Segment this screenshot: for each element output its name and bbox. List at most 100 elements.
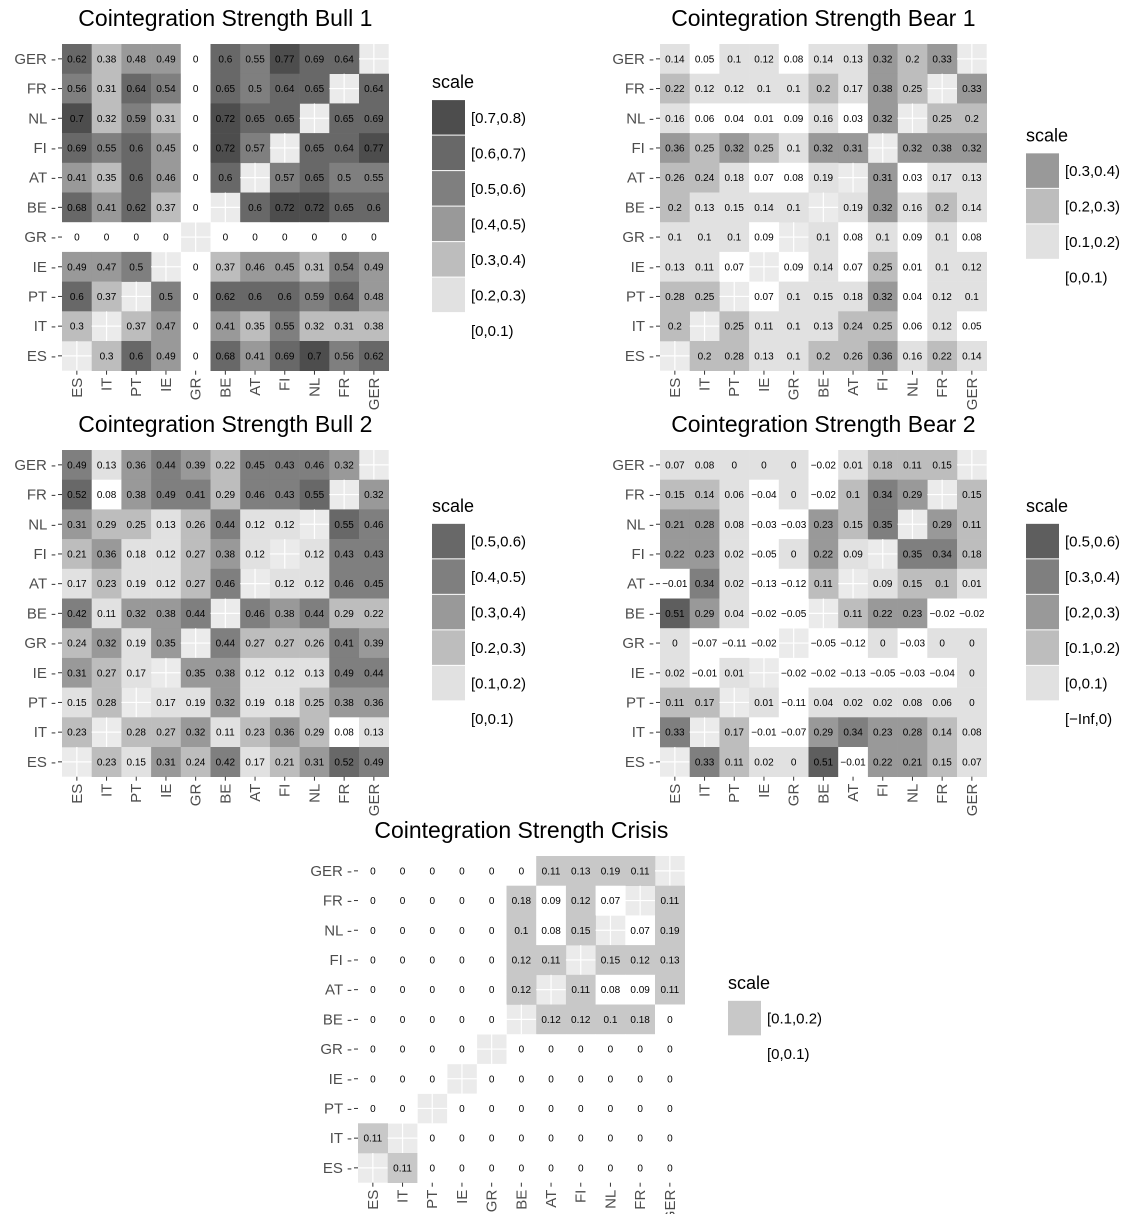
heatmap-cell bbox=[329, 747, 360, 777]
heatmap-cell bbox=[536, 1123, 567, 1154]
heatmap-cell bbox=[62, 222, 92, 253]
cell-value-label: 0.22 bbox=[665, 84, 685, 95]
cell-value-label: 0.01 bbox=[725, 668, 745, 679]
heatmap-cell bbox=[838, 687, 869, 718]
heatmap-cell bbox=[151, 687, 182, 718]
heatmap-cell bbox=[447, 945, 478, 976]
heatmap-cell bbox=[565, 1034, 596, 1065]
cell-value-label: −0.03 bbox=[900, 639, 926, 650]
heatmap-cell bbox=[269, 687, 300, 718]
heatmap-cell bbox=[838, 628, 869, 659]
y-tick-label: AT - bbox=[29, 576, 56, 593]
cell-value-label: 0.43 bbox=[334, 549, 354, 560]
cell-value-label: 0.24 bbox=[186, 757, 206, 768]
cell-value-label: 0.1 bbox=[727, 54, 741, 65]
heatmap-cell bbox=[121, 162, 152, 193]
cell-value-label: 0 bbox=[608, 1134, 614, 1145]
cell-value-label: 0 bbox=[400, 1015, 406, 1026]
cell-value-label: 0 bbox=[163, 233, 169, 244]
heatmap-cell bbox=[595, 1004, 626, 1035]
cell-value-label: 0.1 bbox=[787, 292, 801, 303]
heatmap-cell bbox=[62, 450, 92, 480]
heatmap-cell bbox=[62, 539, 92, 570]
heatmap-cell bbox=[359, 251, 389, 282]
heatmap-cell bbox=[62, 509, 92, 540]
heatmap-cell bbox=[299, 222, 330, 253]
cell-value-label: 0.1 bbox=[514, 926, 528, 937]
cell-value-label: 0.11 bbox=[903, 460, 922, 471]
heatmap-cell bbox=[299, 341, 330, 371]
cell-value-label: 0 bbox=[608, 1104, 614, 1115]
heatmap-cell bbox=[180, 162, 211, 193]
cell-value-label: 0 bbox=[489, 1163, 495, 1174]
cell-value-label: 0.15 bbox=[843, 520, 863, 531]
heatmap-cell bbox=[180, 311, 211, 342]
heatmap-cell bbox=[808, 281, 839, 312]
y-tick-label: NL - bbox=[626, 110, 654, 127]
legend-label: [0.5,0.6) bbox=[471, 181, 526, 198]
heatmap-cell bbox=[387, 1004, 418, 1035]
cell-value-label: 0.6 bbox=[129, 143, 143, 154]
cell-value-label: 0.55 bbox=[245, 54, 265, 65]
cell-value-label: 0.24 bbox=[695, 173, 715, 184]
heatmap-cell bbox=[565, 1063, 596, 1094]
heatmap-cell bbox=[180, 568, 211, 599]
heatmap-cell bbox=[660, 479, 690, 510]
heatmap-cell bbox=[689, 747, 720, 777]
cell-value-label: 0.18 bbox=[275, 698, 295, 709]
heatmap-cell bbox=[625, 915, 656, 946]
x-tick-label: GR bbox=[188, 378, 205, 401]
cell-value-label: 0.55 bbox=[97, 143, 117, 154]
cell-value-label: −0.02 bbox=[811, 668, 837, 679]
cell-value-label: 0.31 bbox=[156, 114, 176, 125]
cell-value-label: 0.18 bbox=[843, 292, 863, 303]
heatmap-cell bbox=[180, 539, 211, 570]
heatmap-cell bbox=[957, 717, 987, 748]
heatmap-cell bbox=[476, 1004, 507, 1035]
heatmap-cell bbox=[210, 133, 241, 164]
cell-value-label: 0.11 bbox=[542, 955, 561, 966]
heatmap-cell bbox=[719, 717, 750, 748]
heatmap-cell bbox=[565, 974, 596, 1005]
heatmap-cell bbox=[897, 222, 928, 253]
cell-value-label: −0.12 bbox=[781, 579, 807, 590]
heatmap-cell bbox=[867, 281, 898, 312]
cell-value-label: 0.1 bbox=[603, 1015, 617, 1026]
heatmap-cell bbox=[749, 747, 780, 777]
heatmap-cell bbox=[660, 133, 690, 164]
cell-value-label: 0.38 bbox=[334, 698, 354, 709]
x-tick-label: GR bbox=[188, 784, 205, 807]
cell-value-label: 0.38 bbox=[216, 668, 236, 679]
heatmap-cell bbox=[867, 162, 898, 193]
heatmap-cell bbox=[417, 885, 448, 916]
heatmap-cell bbox=[927, 568, 958, 599]
heatmap-cell bbox=[719, 568, 750, 599]
cell-value-label: 0.39 bbox=[364, 639, 384, 650]
heatmap-cell bbox=[447, 1034, 478, 1065]
cell-value-label: 0.17 bbox=[725, 728, 745, 739]
cell-value-label: 0.65 bbox=[334, 203, 354, 214]
y-tick-label: GR - bbox=[622, 635, 654, 652]
heatmap-cell bbox=[91, 281, 122, 312]
heatmap-cell bbox=[359, 657, 389, 688]
cell-value-label: 0.62 bbox=[127, 203, 147, 214]
cell-value-label: 0.65 bbox=[334, 114, 354, 125]
heatmap-cell bbox=[269, 450, 300, 480]
heatmap-cell bbox=[299, 251, 330, 282]
heatmap-cell bbox=[329, 598, 360, 629]
heatmap-cell bbox=[329, 450, 360, 480]
x-tick-label: AT bbox=[543, 1190, 560, 1208]
cell-value-label: 0.25 bbox=[873, 262, 893, 273]
heatmap-cell bbox=[299, 133, 330, 164]
heatmap-cell bbox=[625, 1034, 656, 1065]
cell-value-label: 0.01 bbox=[903, 262, 923, 273]
cell-value-label: 0.07 bbox=[843, 262, 863, 273]
cell-value-label: 0.08 bbox=[962, 233, 982, 244]
heatmap-cell bbox=[506, 945, 537, 976]
cell-value-label: 0.6 bbox=[70, 292, 84, 303]
cell-value-label: 0.45 bbox=[156, 143, 176, 154]
heatmap-cell bbox=[536, 856, 567, 886]
cell-value-label: 0.12 bbox=[725, 84, 745, 95]
cell-value-label: 0.46 bbox=[334, 579, 354, 590]
cell-value-label: 0.08 bbox=[334, 728, 354, 739]
